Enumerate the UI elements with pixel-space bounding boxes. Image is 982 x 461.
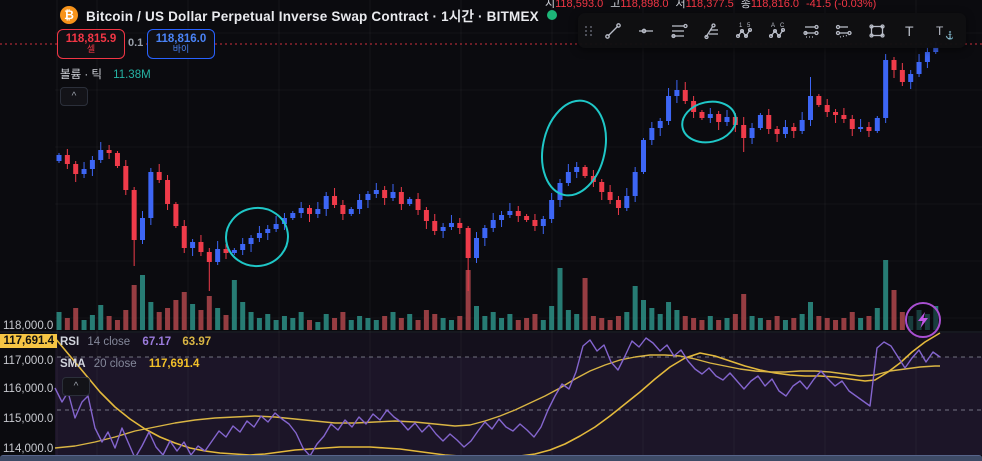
sell-label: 셀 (86, 44, 96, 55)
high-label: 고 (610, 0, 621, 10)
sell-button[interactable]: 118,815.9 셀 (57, 29, 125, 59)
close-label: 종 (740, 0, 751, 10)
toolbar-drag-handle[interactable] (582, 20, 596, 42)
rsi-name: RSI (60, 336, 80, 348)
flash-trade-button[interactable] (905, 302, 941, 338)
volume-value: 11.38M (113, 69, 151, 81)
tool-horizontal-line-icon[interactable] (629, 16, 662, 46)
price-scale-label: 118,000.0 (3, 320, 54, 332)
tool-forecast-icon[interactable] (827, 16, 860, 46)
open-label: 시 (545, 0, 556, 10)
buy-price: 118,816.0 (155, 33, 207, 46)
svg-text:A: A (771, 23, 775, 29)
spread-value: 0.1 (125, 36, 147, 50)
bitcoin-logo-icon: ₿ (60, 6, 78, 24)
svg-text:T: T (905, 23, 914, 39)
collapse-main-pane-button[interactable]: ^ (60, 87, 88, 106)
rsi-ma-value: 63.97 (182, 336, 212, 348)
high-value: 118,898.0 (620, 0, 669, 10)
svg-text:T: T (936, 24, 944, 38)
rsi-params: 14 close (87, 336, 131, 348)
sma-params: 20 close (93, 358, 137, 370)
collapse-rsi-pane-button[interactable]: ^ (62, 377, 90, 396)
svg-text:C: C (780, 23, 785, 29)
sma-price-tag: 117,691.4 (0, 334, 57, 348)
bottom-scrollbar[interactable] (0, 455, 982, 461)
tool-rectangle-icon[interactable] (860, 16, 893, 46)
svg-text:⚓: ⚓ (945, 30, 953, 40)
tool-text-icon[interactable]: T (893, 16, 926, 46)
sell-price: 118,815.9 (65, 33, 117, 46)
open-value: 118,593.0 (555, 0, 604, 10)
volume-indicator-row[interactable]: 볼륨 · 틱 11.38M (60, 66, 151, 82)
symbol-title[interactable]: Bitcoin / US Dollar Perpetual Inverse Sw… (86, 9, 539, 24)
price-scale-label: 114,000.0 (3, 443, 54, 455)
low-label: 저 (675, 0, 686, 10)
lightning-icon (918, 312, 928, 328)
tool-long-position-icon[interactable] (794, 16, 827, 46)
buy-label: 바이 (172, 44, 190, 55)
low-value: 118,377.5 (685, 0, 734, 10)
rsi-value: 67.17 (142, 336, 172, 348)
market-status-dot-icon (546, 10, 557, 20)
change-value: -41.5 (-0.03%) (806, 0, 877, 10)
tool-anchored-text-icon[interactable]: T ⚓ (926, 16, 959, 46)
tool-trend-line-icon[interactable] (596, 16, 629, 46)
rsi-indicator-row[interactable]: RSI 14 close 67.17 63.97 (60, 336, 211, 348)
ohlc-row: 시118,593.0 고118,898.0 저118,377.5 종118,816.0… (545, 0, 883, 11)
price-scale-label: 115,000.0 (3, 413, 54, 425)
volume-label: 볼륨 · 틱 (60, 69, 102, 81)
price-scale-label: 117,000.0 (3, 355, 54, 367)
sma-name: SMA (60, 358, 86, 370)
sma-indicator-row[interactable]: SMA 20 close 117,691.4 (60, 358, 199, 370)
svg-text:1: 1 (739, 23, 743, 29)
svg-text:5: 5 (747, 23, 751, 29)
price-scale-label: 116,000.0 (3, 383, 54, 395)
tool-pitchfork-icon[interactable] (695, 16, 728, 46)
symbol-header: ₿ Bitcoin / US Dollar Perpetual Inverse … (60, 5, 557, 25)
buy-button[interactable]: 118,816.0 바이 (147, 29, 215, 59)
sma-value: 117,691.4 (148, 358, 200, 370)
tool-fib-retracement-icon[interactable] (662, 16, 695, 46)
close-value: 118,816.0 (750, 0, 799, 10)
